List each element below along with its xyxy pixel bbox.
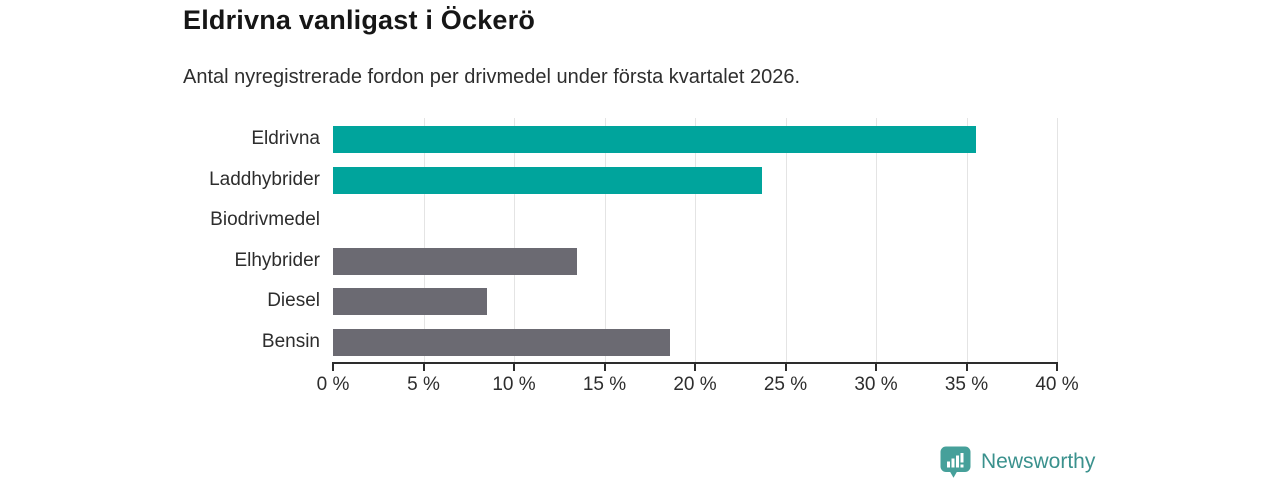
x-axis-tick (422, 362, 425, 371)
category-label: Laddhybrider (209, 168, 320, 190)
gridline-30-percent (876, 118, 877, 362)
gridline-15-percent (604, 118, 606, 362)
gridline-5-percent (423, 118, 425, 362)
x-axis-tick-label: 25 % (763, 374, 808, 395)
x-axis-tick-label: 20 % (673, 374, 717, 395)
bar-laddhybrider (333, 166, 762, 194)
x-axis-tick-label: 35 % (944, 374, 989, 395)
bar-eldrivna (333, 126, 976, 153)
category-label: Bensin (261, 330, 320, 352)
brand-name: Newsworthy (981, 450, 1096, 473)
bar-bensin (333, 328, 670, 356)
x-axis-tick-label: 30 % (854, 374, 898, 395)
x-axis-tick (965, 362, 968, 371)
x-axis-tick-label: 5 % (407, 374, 440, 395)
x-axis-tick (603, 362, 606, 371)
speech-bubble-shape (940, 446, 971, 478)
chart-title: Eldrivna vanligast i Öckerö (183, 5, 536, 35)
x-axis-tick (784, 362, 787, 371)
category-label: Diesel (267, 290, 320, 312)
x-axis-tick-label: 10 % (492, 374, 536, 395)
x-axis-tick (513, 362, 515, 371)
chart-subtitle: Antal nyregistrerade fordon per drivmede… (183, 66, 801, 88)
category-labels: Eldrivna Laddhybrider Biodrivmedel Elhybrid… (0, 119, 320, 362)
brand-footer: Newsworthy (939, 445, 1095, 479)
plot-area (333, 118, 1058, 362)
gridline-25-percent (785, 118, 787, 362)
x-axis: 0 % 5 % 10 % 15 % 20 % 25 % 30 % 35 % 40 % (317, 362, 1079, 402)
x-axis-tick (694, 362, 696, 371)
x-axis-tick (875, 362, 877, 371)
category-label: Elhybrider (234, 249, 320, 271)
gridline-20-percent (695, 118, 696, 362)
mini-bar-chart-glyph (947, 453, 964, 468)
x-axis-tick (1056, 362, 1058, 371)
x-axis-tick-label: 0 % (316, 374, 350, 395)
bar-diesel (333, 288, 487, 315)
gridline-10-percent (514, 118, 515, 362)
gridline-40-percent (1057, 118, 1058, 362)
x-axis-tick (332, 362, 334, 371)
bar-elhybrider (333, 247, 578, 275)
gridline-35-percent (966, 118, 968, 362)
x-axis-tick-label: 15 % (582, 374, 627, 395)
newsworthy-logo-icon (940, 446, 971, 478)
category-label: Biodrivmedel (210, 209, 320, 231)
category-label: Eldrivna (251, 128, 320, 150)
x-axis-tick-label: 40 % (1035, 374, 1079, 395)
